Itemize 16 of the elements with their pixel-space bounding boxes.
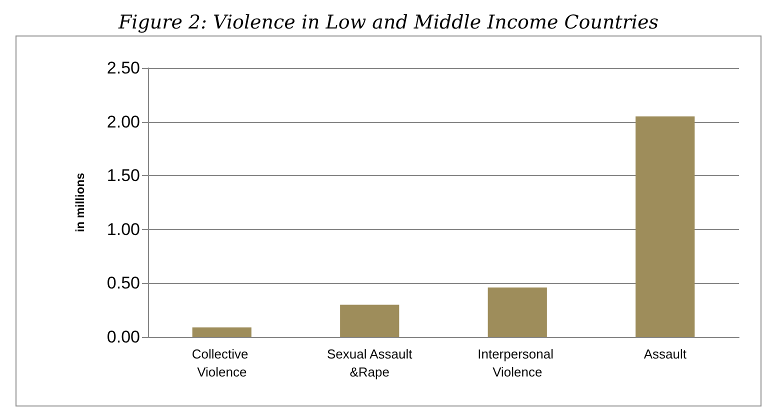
y-tick-label: 1.00	[106, 220, 140, 239]
chart-title: Figure 2: Violence in Low and Middle Income Countries	[118, 12, 659, 34]
x-tick-label: Sexual Assault&Rape	[326, 346, 413, 380]
y-tick-label: 0.50	[106, 274, 140, 293]
y-tick-label: 0.00	[106, 328, 140, 346]
y-tick-label: 2.00	[106, 112, 140, 132]
x-tick-label: Interpersonal Violence	[478, 346, 558, 380]
y-tick-label: 2.50	[106, 58, 140, 78]
bar	[636, 116, 695, 337]
y-axis-title: in millions	[73, 172, 87, 232]
bar	[192, 327, 252, 337]
bar	[488, 288, 547, 337]
y-tick-label: 1.50	[106, 166, 140, 186]
bar	[340, 304, 400, 337]
x-tick-label: Assault	[644, 346, 687, 362]
x-tick-label: Collective Violence	[192, 346, 252, 380]
